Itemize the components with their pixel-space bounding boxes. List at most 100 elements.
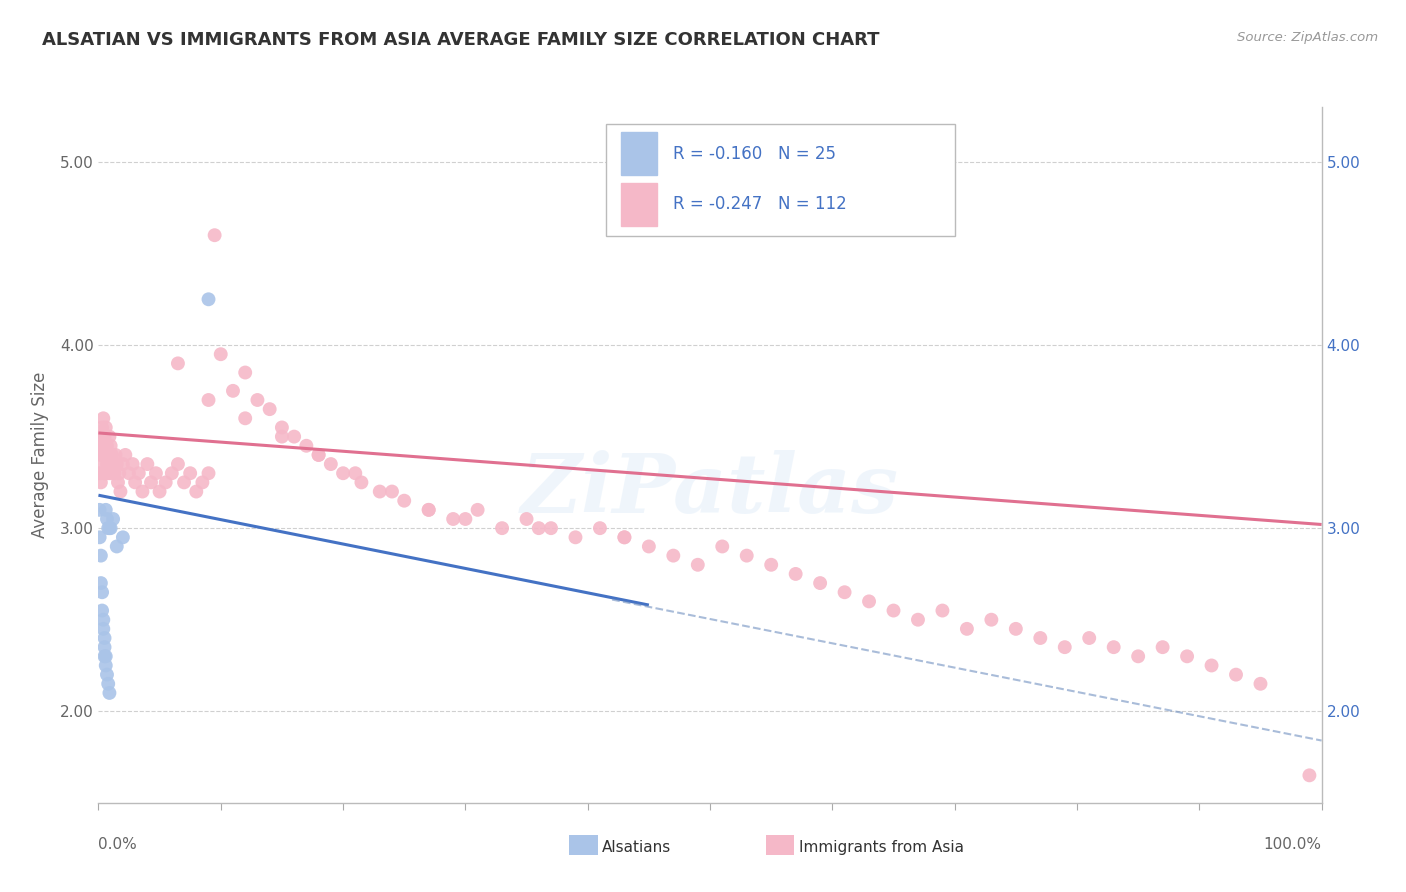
Point [91,613,114,627]
Point [90,475,112,490]
Point [1078,631,1101,645]
Point [344,467,367,481]
Point [454,512,477,526]
Point [105,457,128,471]
Point [197,392,219,407]
Point [808,576,831,591]
Point [89,429,111,443]
Point [907,613,929,627]
Point [418,503,440,517]
Point [638,540,661,554]
Point [121,457,143,471]
Point [89,467,111,481]
Text: 100.0%: 100.0% [1264,837,1322,852]
Point [233,411,256,425]
Point [98,686,121,700]
Point [381,484,404,499]
Point [191,475,214,490]
Point [91,411,114,425]
Y-axis label: Average Family Size: Average Family Size [31,372,49,538]
Point [418,503,440,517]
Point [97,467,120,481]
Point [97,448,120,462]
Point [167,457,190,471]
Point [686,558,709,572]
Point [100,521,122,535]
Text: Source: ZipAtlas.com: Source: ZipAtlas.com [1237,31,1378,45]
Point [270,420,294,434]
Point [110,484,132,499]
Bar [620,132,658,175]
Point [98,429,121,443]
Point [94,448,117,462]
Point [89,530,111,544]
Point [392,493,416,508]
Point [94,649,117,664]
Point [173,475,195,490]
Point [103,467,125,481]
Point [270,429,294,443]
Point [564,530,586,544]
Point [114,448,136,462]
Point [1225,667,1247,681]
Point [149,484,172,499]
Text: 0.0%: 0.0% [98,837,138,852]
Point [93,467,115,481]
Text: Alsatians: Alsatians [602,840,671,855]
Point [350,475,373,490]
Text: R = -0.247   N = 112: R = -0.247 N = 112 [673,195,846,213]
Point [515,512,537,526]
Point [179,467,201,481]
Point [197,293,219,307]
Point [204,228,226,243]
Point [93,439,115,453]
Point [834,585,856,599]
Point [101,512,124,526]
Point [1152,640,1174,655]
Point [93,429,115,443]
Point [1128,649,1150,664]
Point [527,521,550,535]
Text: ZiPatlas: ZiPatlas [522,450,898,530]
Point [96,457,118,471]
Point [97,521,120,535]
Point [91,420,114,434]
Point [139,475,162,490]
Point [1175,649,1198,664]
Point [858,594,880,608]
Point [613,530,636,544]
Point [883,603,905,617]
Point [90,576,112,591]
Point [295,439,318,453]
Point [91,457,114,471]
Point [124,475,146,490]
Point [160,467,183,481]
Point [735,549,758,563]
Point [308,448,330,462]
Point [107,475,129,490]
Point [94,658,117,673]
Point [91,622,114,636]
Point [980,613,1002,627]
Point [785,566,807,581]
Point [94,503,117,517]
Point [108,467,131,481]
Point [100,467,122,481]
Point [111,530,134,544]
Point [100,439,122,453]
FancyBboxPatch shape [606,124,955,235]
Point [186,484,208,499]
Point [90,549,112,563]
Point [96,667,118,681]
Point [93,640,115,655]
Point [197,467,219,481]
Point [93,631,115,645]
Point [91,603,114,617]
Point [101,457,124,471]
Point [259,402,281,417]
Point [1004,622,1026,636]
Point [89,503,111,517]
Point [98,457,121,471]
Point [319,457,342,471]
Point [97,677,120,691]
